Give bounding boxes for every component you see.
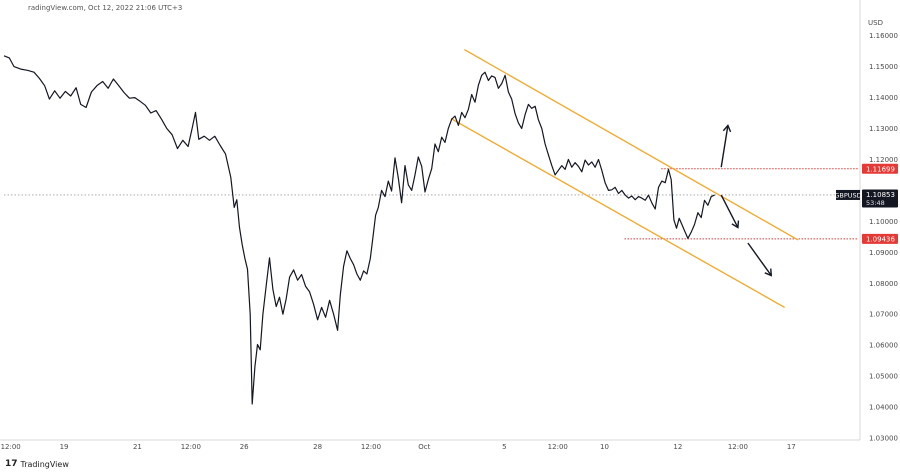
x-tick-label: 5	[502, 443, 506, 451]
price-label-text: 1.10853	[866, 191, 895, 199]
arrow-shaft	[747, 242, 772, 276]
x-tick-label: 26	[240, 443, 249, 451]
y-tick-label: 1.13000	[869, 125, 898, 133]
y-tick-label: 1.14000	[869, 94, 898, 102]
price-label: 1.11699	[862, 163, 898, 174]
y-tick-label: 1.09000	[869, 249, 898, 257]
tradingview-logo-icon: 17	[5, 459, 18, 469]
symbol-tag	[836, 189, 860, 200]
x-tick-label: 19	[60, 443, 69, 451]
arrow-head	[731, 220, 740, 229]
symbol-tag-text: GBPUSD	[834, 191, 861, 199]
price-label-text: 1.09436	[866, 235, 895, 243]
x-tick-label: 12:00	[1, 443, 21, 451]
y-tick-label: 1.03000	[869, 435, 898, 443]
price-label-box	[862, 233, 898, 244]
currency-label: USD	[868, 19, 883, 27]
price-label-box	[862, 163, 898, 174]
countdown-text: 53:48	[866, 199, 885, 207]
y-tick-label: 1.15000	[869, 63, 898, 71]
arrow-head	[764, 268, 773, 277]
x-tick-label: 12:00	[548, 443, 568, 451]
x-tick-label: 12:00	[728, 443, 748, 451]
x-tick-label: 17	[787, 443, 796, 451]
arrow-shaft	[720, 194, 739, 228]
y-tick-label: 1.12000	[869, 156, 898, 164]
arrow-shaft	[720, 125, 729, 168]
chart-header: radingView.com, Oct 12, 2022 21:06 UTC+3	[28, 4, 183, 12]
x-tick-label: 12	[673, 443, 682, 451]
channel-line	[450, 118, 785, 308]
y-tick-label: 1.16000	[869, 32, 898, 40]
y-tick-label: 1.07000	[869, 311, 898, 319]
x-tick-label: 12:00	[361, 443, 381, 451]
x-tick-label: 21	[133, 443, 142, 451]
arrow-annotation	[747, 242, 773, 277]
x-tick-label: 28	[313, 443, 322, 451]
y-tick-label: 1.04000	[869, 404, 898, 412]
tradingview-brand[interactable]: 17 TradingView	[5, 459, 69, 469]
price-series-line	[3, 55, 715, 405]
y-tick-label: 1.10000	[869, 218, 898, 226]
brand-name: TradingView	[20, 459, 69, 469]
x-tick-label: Oct	[418, 443, 430, 451]
x-tick-label: 10	[600, 443, 609, 451]
arrow-annotation	[720, 124, 732, 168]
price-label-text: 1.11699	[866, 165, 895, 173]
y-tick-label: 1.05000	[869, 373, 898, 381]
channel-line	[464, 49, 799, 241]
y-tick-label: 1.06000	[869, 342, 898, 350]
y-tick-label: 1.08000	[869, 280, 898, 288]
price-label-box	[862, 189, 898, 208]
arrow-annotation	[720, 194, 740, 229]
arrow-head	[722, 124, 732, 133]
x-tick-label: 12:00	[181, 443, 201, 451]
price-label: 1.09436	[862, 233, 898, 244]
